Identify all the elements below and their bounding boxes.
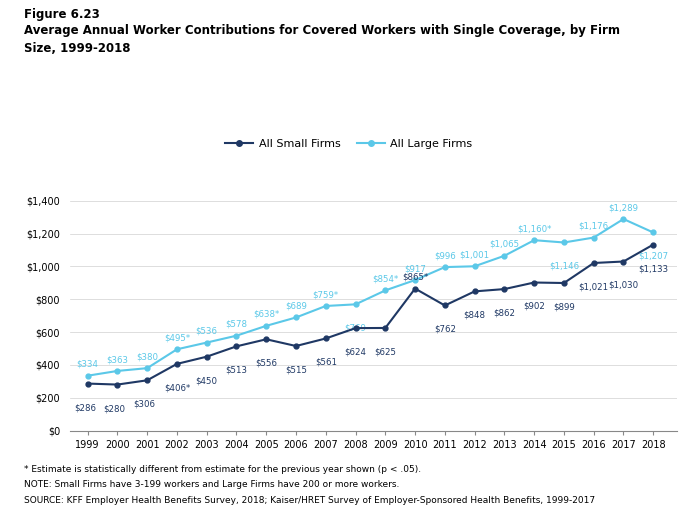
All Small Firms [232,343,241,350]
Text: NOTE: Small Firms have 3-199 workers and Large Firms have 200 or more workers.: NOTE: Small Firms have 3-199 workers and… [24,480,400,489]
Text: $1,065: $1,065 [489,240,519,249]
All Small Firms [500,286,509,292]
All Small Firms [560,280,568,286]
All Large Firms [500,253,509,259]
Text: $334: $334 [77,360,98,369]
Text: $280: $280 [103,404,126,413]
Text: * Estimate is statistically different from estimate for the previous year shown : * Estimate is statistically different fr… [24,465,422,474]
Line: All Small Firms: All Small Firms [85,242,655,387]
All Large Firms [440,264,449,270]
Text: Figure 6.23: Figure 6.23 [24,8,101,21]
Text: SOURCE: KFF Employer Health Benefits Survey, 2018; Kaiser/HRET Survey of Employe: SOURCE: KFF Employer Health Benefits Sur… [24,496,595,505]
All Small Firms [143,377,151,383]
Text: $536: $536 [195,327,218,335]
Text: $556: $556 [255,359,277,368]
All Small Firms [530,279,538,286]
All Small Firms [619,258,628,265]
Text: $1,001: $1,001 [459,250,490,259]
All Large Firms [649,229,658,236]
All Small Firms [202,353,211,360]
All Large Firms [411,277,419,283]
All Small Firms [649,242,658,248]
Text: Average Annual Worker Contributions for Covered Workers with Single Coverage, by: Average Annual Worker Contributions for … [24,24,621,37]
All Small Firms [381,325,389,331]
All Small Firms [173,361,181,367]
Text: $769: $769 [345,324,366,333]
Text: $862: $862 [493,309,515,318]
Text: $286: $286 [74,403,96,412]
Text: $1,207: $1,207 [638,252,668,261]
Text: $625: $625 [374,348,396,356]
Text: $1,030: $1,030 [609,281,639,290]
Text: $899: $899 [553,302,575,311]
Text: $624: $624 [345,348,366,356]
All Large Firms [143,365,151,371]
All Small Firms [292,343,300,349]
All Small Firms [351,325,359,331]
Text: $515: $515 [285,365,307,374]
Text: $561: $561 [315,358,337,367]
All Large Firms [560,239,568,246]
All Large Firms [351,301,359,308]
All Large Firms [202,340,211,346]
Text: $513: $513 [225,366,248,375]
All Large Firms [262,323,270,329]
All Small Firms [440,302,449,309]
Text: $306: $306 [133,400,156,409]
All Large Firms [173,346,181,352]
Text: $406*: $406* [164,383,190,392]
Text: $689: $689 [285,301,307,310]
All Small Firms [470,288,479,295]
All Small Firms [322,335,330,342]
Text: $363: $363 [106,355,128,364]
Text: $1,176: $1,176 [579,222,609,230]
All Large Firms [232,332,241,339]
Legend: All Small Firms, All Large Firms: All Small Firms, All Large Firms [221,134,477,153]
Text: $380: $380 [136,352,158,361]
Text: $1,289: $1,289 [609,203,639,212]
Text: $854*: $854* [372,275,399,284]
All Large Firms [292,314,300,321]
All Large Firms [322,303,330,309]
Text: $848: $848 [463,311,486,320]
All Small Firms [113,381,121,387]
Text: $495*: $495* [164,333,190,342]
All Large Firms [113,368,121,374]
Text: $578: $578 [225,320,248,329]
All Large Firms [619,216,628,222]
Text: $1,021: $1,021 [579,282,609,291]
All Small Firms [262,336,270,342]
Text: Size, 1999-2018: Size, 1999-2018 [24,42,131,55]
Text: $996: $996 [434,251,456,260]
Text: $1,133: $1,133 [638,264,668,273]
Text: $917: $917 [404,264,426,273]
All Small Firms [411,286,419,292]
Text: $865*: $865* [402,272,429,281]
All Large Firms [84,373,92,379]
Text: $450: $450 [195,376,218,385]
All Large Firms [590,234,598,240]
Text: $762: $762 [434,325,456,334]
Text: $1,146: $1,146 [549,262,579,271]
Text: $638*: $638* [253,310,279,319]
All Large Firms [381,287,389,293]
All Small Firms [590,260,598,266]
All Large Firms [470,263,479,269]
Line: All Large Firms: All Large Firms [85,217,655,378]
Text: $902: $902 [524,302,545,311]
All Small Firms [84,381,92,387]
Text: $1,160*: $1,160* [517,224,551,233]
All Large Firms [530,237,538,244]
Text: $759*: $759* [313,290,339,299]
